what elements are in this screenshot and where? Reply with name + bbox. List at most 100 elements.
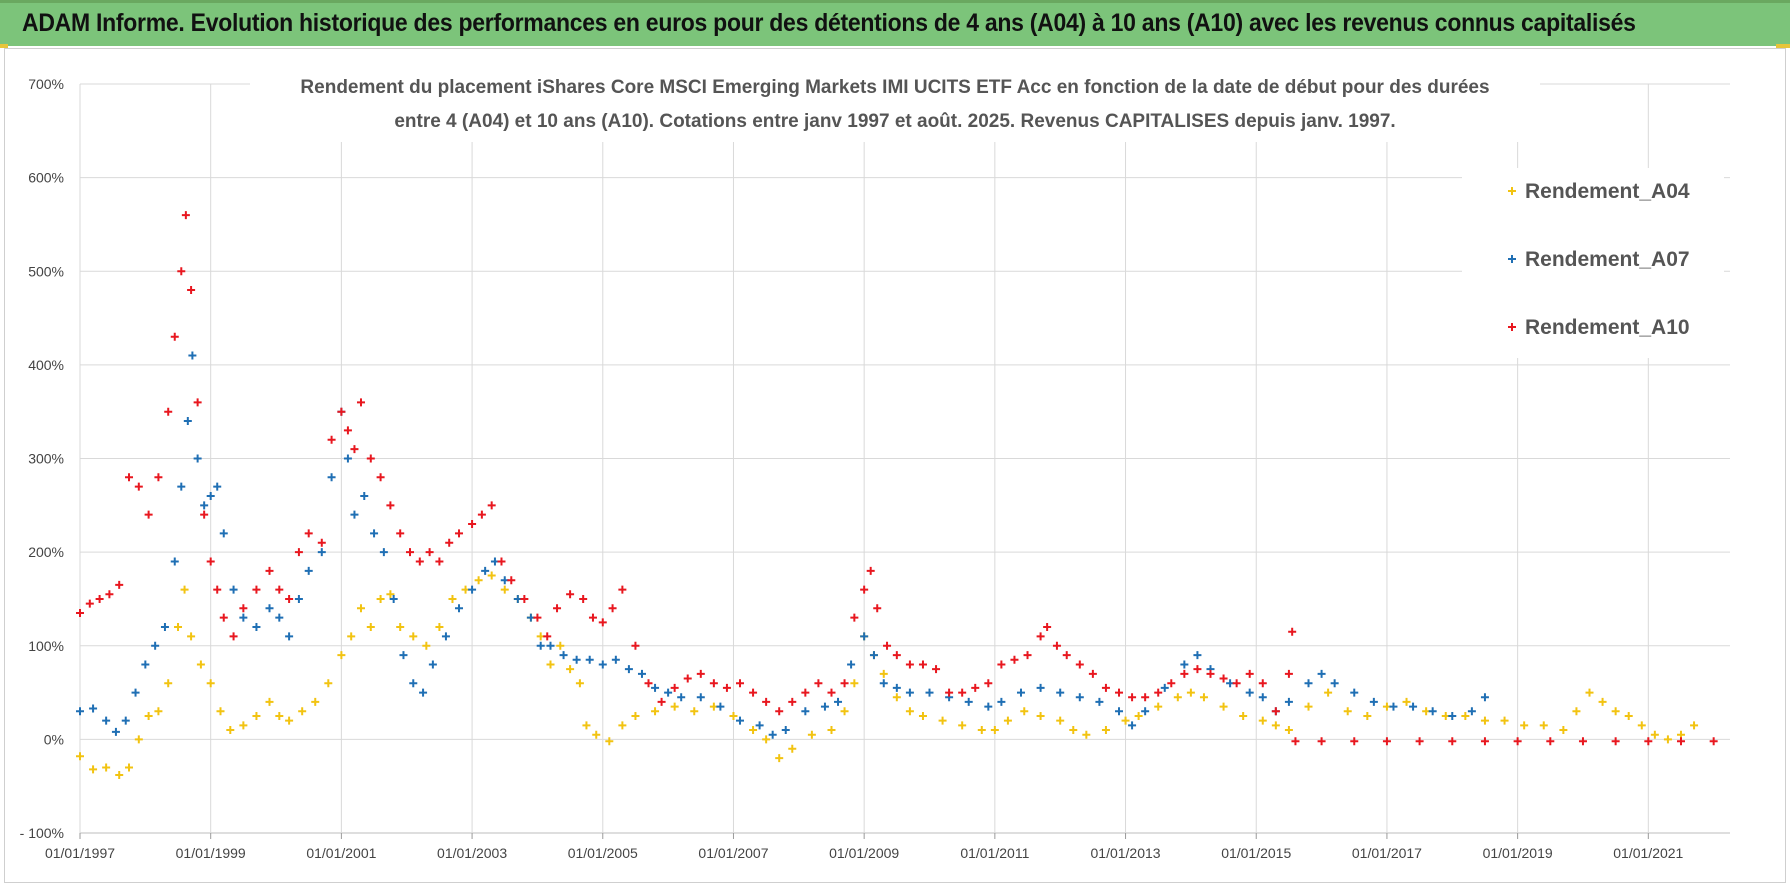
data-point (1448, 737, 1457, 746)
y-tick-label: 700% (28, 76, 64, 92)
x-axis-ticks: 01/01/1997 01/01/1999 01/01/2001 01/01/2003… (45, 845, 1684, 861)
data-point (1611, 707, 1620, 716)
data-point (827, 726, 836, 735)
data-point (566, 590, 575, 599)
data-point (95, 594, 104, 603)
data-point (749, 688, 758, 697)
data-point (1180, 660, 1189, 669)
legend-marker (1508, 187, 1516, 195)
data-point (850, 679, 859, 688)
data-point (984, 702, 993, 711)
data-point (304, 566, 313, 575)
data-point (690, 707, 699, 716)
data-point (918, 711, 927, 720)
data-point (115, 580, 124, 589)
data-point (1578, 737, 1587, 746)
data-point (1193, 651, 1202, 660)
data-point (216, 707, 225, 716)
data-point (170, 332, 179, 341)
data-point (520, 594, 529, 603)
x-tick-label: 01/01/2021 (1613, 845, 1683, 861)
data-point (670, 702, 679, 711)
data-point (1350, 688, 1359, 697)
data-point (879, 669, 888, 678)
data-point (1317, 737, 1326, 746)
x-tick-label: 01/01/1999 (176, 845, 246, 861)
data-point (366, 623, 375, 632)
data-point (396, 529, 405, 538)
data-point (213, 585, 222, 594)
data-point (206, 491, 215, 500)
data-point (356, 398, 365, 407)
data-point (958, 688, 967, 697)
legend: Rendement_A04 Rendement_A07 Rendement_A10 (1508, 180, 1690, 339)
data-point (1082, 730, 1091, 739)
data-point (1304, 679, 1313, 688)
data-point (1258, 693, 1267, 702)
data-point (1467, 707, 1476, 716)
data-point (487, 501, 496, 510)
data-point (275, 711, 284, 720)
data-point (144, 510, 153, 519)
header-banner: ADAM Informe. Evolution historique des p… (0, 0, 1790, 46)
data-point (121, 716, 130, 725)
data-point (196, 660, 205, 669)
data-point (860, 632, 869, 641)
legend-marker (1508, 255, 1516, 263)
data-point (455, 529, 464, 538)
data-point (1284, 697, 1293, 706)
data-point (1154, 702, 1163, 711)
data-point (226, 726, 235, 735)
data-point (347, 632, 356, 641)
data-point (566, 665, 575, 674)
data-point (200, 501, 209, 510)
data-point (1271, 707, 1280, 716)
data-point (1258, 716, 1267, 725)
data-point (1062, 651, 1071, 660)
data-point (1598, 697, 1607, 706)
y-tick-label: 100% (28, 638, 64, 654)
data-point (200, 510, 209, 519)
data-point (1709, 737, 1718, 746)
data-point (820, 702, 829, 711)
data-point (546, 641, 555, 650)
data-point (1284, 726, 1293, 735)
y-tick-label: 500% (28, 263, 64, 279)
data-point (180, 585, 189, 594)
data-point (252, 623, 261, 632)
data-point (435, 623, 444, 632)
data-point (840, 707, 849, 716)
data-point (1186, 688, 1195, 697)
data-point (1020, 707, 1029, 716)
data-point (134, 482, 143, 491)
data-point (932, 665, 941, 674)
data-point (1160, 683, 1169, 692)
data-point (683, 674, 692, 683)
data-point (193, 454, 202, 463)
data-point (131, 688, 140, 697)
data-point (1115, 688, 1124, 697)
chart-frame (4, 48, 1786, 883)
x-tick-label: 01/01/2005 (568, 845, 638, 861)
data-point (736, 679, 744, 688)
y-tick-label: 600% (28, 170, 64, 186)
data-point (188, 351, 197, 360)
data-point (572, 655, 581, 664)
data-point (866, 566, 875, 575)
data-point (1611, 737, 1620, 746)
data-point (1448, 711, 1457, 720)
data-point (317, 548, 326, 557)
data-point (343, 454, 352, 463)
data-point (579, 594, 588, 603)
data-point (807, 730, 816, 739)
data-point (984, 679, 993, 688)
x-tick-label: 01/01/2011 (960, 845, 1029, 861)
data-point (285, 632, 294, 641)
data-point (1284, 669, 1293, 678)
chart-title-background (250, 66, 1540, 142)
data-point (536, 641, 545, 650)
data-point (1330, 679, 1339, 688)
data-point (1389, 702, 1398, 711)
data-point (637, 669, 646, 678)
